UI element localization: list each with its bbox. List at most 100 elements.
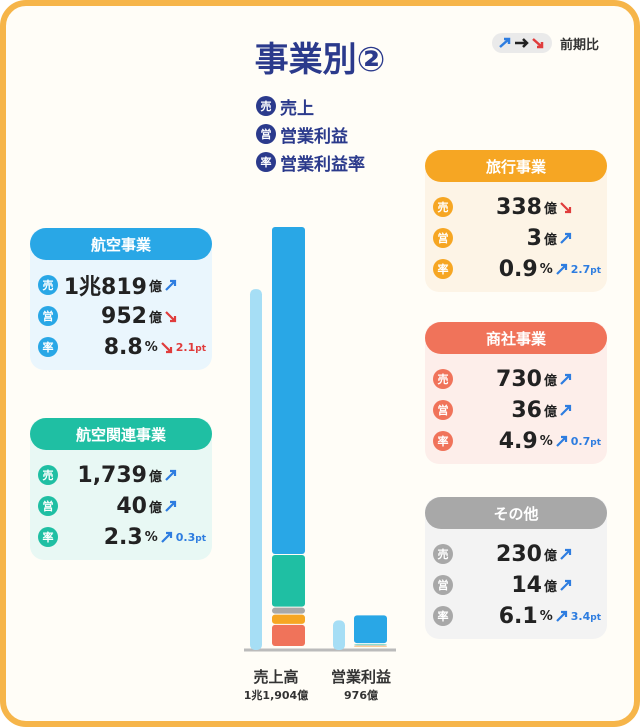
metric-icon: 営	[433, 400, 453, 420]
metric-value: 2.3	[103, 524, 143, 550]
stack-segment	[354, 644, 387, 645]
stack-segment	[354, 615, 387, 644]
metric-row: 売 1,739 億	[38, 460, 206, 490]
metric-value: 6.1	[498, 603, 538, 629]
key-icon: 営	[256, 124, 276, 144]
segment-name: 航空関連事業	[30, 418, 212, 450]
metric-value: 952	[101, 303, 147, 329]
rate-change: 3.4pt	[571, 610, 601, 623]
change-value: 0.3	[175, 530, 196, 544]
metric-row: 売 1兆819 億	[38, 270, 206, 300]
segment-card: 旅行事業売 338 億営 3 億率 0.9% 2.7pt	[425, 150, 607, 292]
segment-card: その他売 230 億営 14 億率 6.1% 3.4pt	[425, 497, 607, 639]
unit: 億	[366, 689, 378, 702]
trend-arrow	[560, 548, 572, 560]
metric-icon: 率	[38, 337, 58, 357]
metric-row: 率 0.9% 2.7pt	[433, 254, 601, 284]
metric-icon: 売	[433, 197, 453, 217]
metric-unit: 億	[543, 201, 557, 217]
key-label: 営業利益率	[280, 154, 365, 175]
trend-arrow	[560, 404, 572, 416]
arrow-path	[560, 202, 572, 214]
metric-unit: 億	[543, 548, 557, 564]
metric-unit: 億	[543, 232, 557, 248]
arrow-path	[560, 373, 572, 385]
key-item: 率営業利益率	[256, 148, 365, 176]
stack-segment	[272, 614, 305, 624]
trend-arrow	[165, 279, 177, 291]
metric-row: 率 4.9% 0.7pt	[433, 426, 601, 456]
arrow-path	[165, 311, 177, 323]
rate-change: 2.7pt	[571, 263, 601, 276]
stack-segment	[272, 607, 305, 614]
metric-unit: %	[539, 608, 553, 624]
metric-unit: 億	[148, 279, 162, 295]
metric-row: 率 8.8% 2.1pt	[38, 332, 206, 362]
metric-icon: 率	[38, 527, 58, 547]
label: 営業利益	[330, 668, 391, 686]
key-icon: 売	[256, 96, 276, 116]
stack-segment	[354, 645, 387, 646]
change-unit: pt	[590, 612, 601, 623]
metric-icon: 売	[433, 369, 453, 389]
arrow-path	[560, 404, 572, 416]
metric-icon: 率	[433, 606, 453, 626]
metric-row: 率 6.1% 3.4pt	[433, 601, 601, 631]
metric-icon: 営	[38, 306, 58, 326]
metric-row: 率 2.3% 0.3pt	[38, 522, 206, 552]
metric-value: 14	[511, 572, 542, 598]
trend-arrow	[555, 435, 567, 447]
metric-icon: 売	[38, 465, 58, 485]
key-label: 売上	[280, 98, 314, 119]
metric-icon: 率	[433, 259, 453, 279]
metric-row: 営 952 億	[38, 301, 206, 331]
key-label: 営業利益	[280, 126, 348, 147]
metric-unit: 億	[543, 404, 557, 420]
change-unit: pt	[195, 533, 206, 544]
metric-value: 230	[496, 541, 542, 567]
metric-value: 4.9	[498, 428, 538, 454]
metric-value: 0.9	[498, 256, 538, 282]
change-unit: pt	[590, 437, 601, 448]
metric-value: 730	[496, 366, 542, 392]
legend-arrows	[492, 33, 552, 53]
metric-value: 8.8	[103, 334, 143, 360]
trend-arrow	[160, 342, 172, 354]
arrow-path	[555, 263, 567, 275]
trend-arrow	[160, 531, 172, 543]
stack-segment	[354, 645, 387, 647]
metric-unit: 億	[148, 500, 162, 516]
metric-unit: %	[539, 261, 553, 277]
label: 売上高	[253, 668, 299, 686]
arrow-path	[160, 531, 172, 543]
trend-arrow	[560, 579, 572, 591]
trend-arrow	[560, 202, 572, 214]
change-value: 2.7	[570, 262, 591, 276]
metric-icon: 売	[433, 544, 453, 564]
trend-arrow	[555, 610, 567, 622]
metric-value: 1兆819	[63, 275, 147, 300]
metric-icon: 売	[38, 275, 58, 295]
total-bar	[333, 620, 345, 650]
segment-name: 旅行事業	[425, 150, 607, 182]
metric-unit: 億	[543, 579, 557, 595]
metric-row: 売 338 億	[433, 192, 601, 222]
key-icon: 率	[256, 152, 276, 172]
key-item: 営営業利益	[256, 120, 365, 148]
metric-icon: 営	[433, 228, 453, 248]
total-profit: 営業利益 976億	[321, 666, 401, 703]
arrow-path	[165, 279, 177, 291]
stack-segment	[272, 227, 305, 554]
change-value: 0.7	[570, 434, 591, 448]
change-value: 2.1	[175, 340, 196, 354]
legend: 前期比	[492, 32, 599, 54]
change-value: 3.4	[570, 609, 591, 623]
metric-value: 3	[526, 225, 542, 251]
metric-value: 338	[496, 194, 542, 220]
metric-row: 営 36 億	[433, 395, 601, 425]
stack-segment	[272, 624, 305, 646]
trend-arrow	[165, 469, 177, 481]
metric-unit: %	[144, 339, 158, 355]
arrow-path	[555, 435, 567, 447]
